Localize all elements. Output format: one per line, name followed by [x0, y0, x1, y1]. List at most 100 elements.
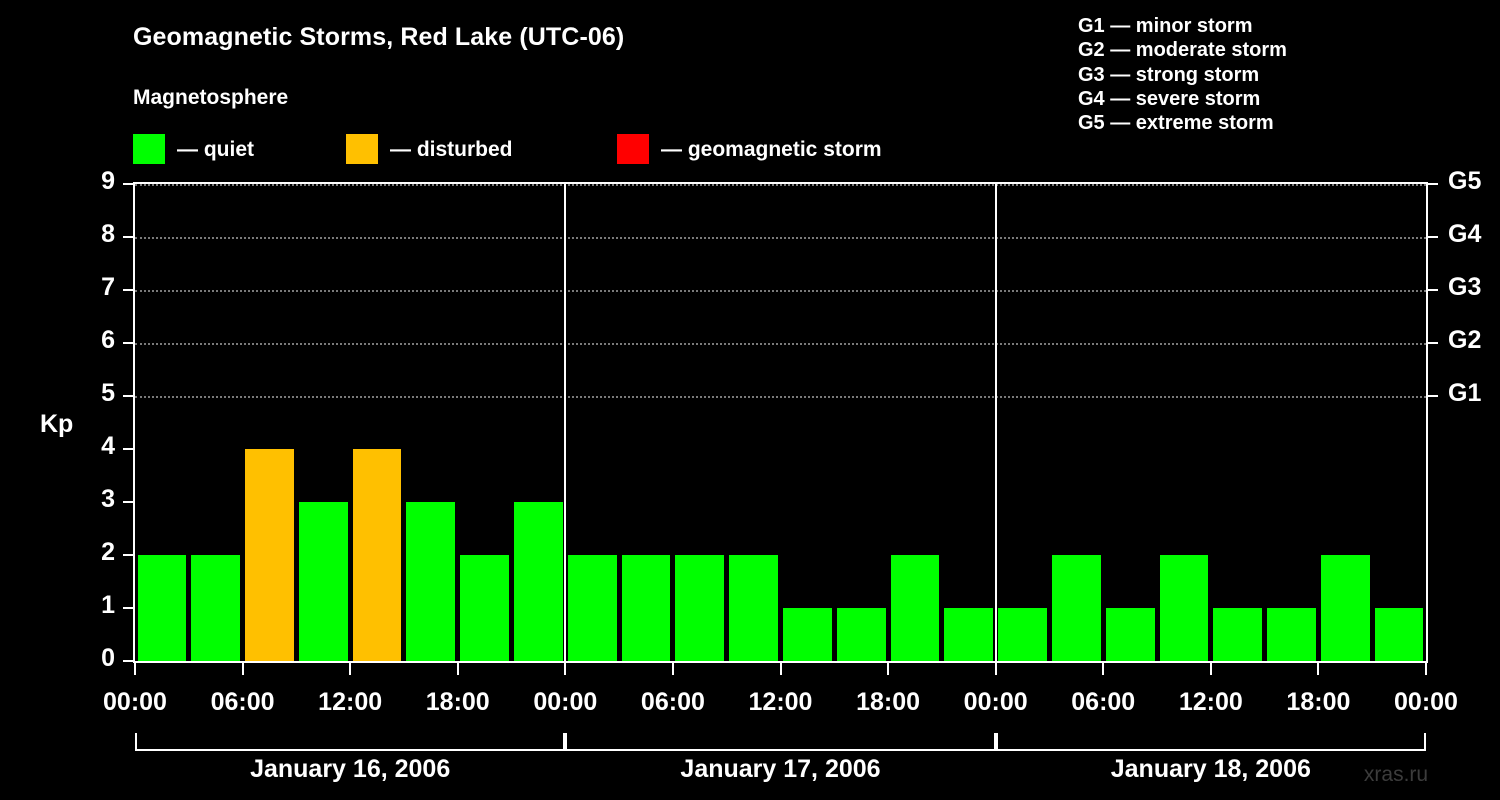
- y-tick-mark: [123, 342, 134, 344]
- kp-bar: [352, 449, 402, 661]
- storm-scale-row: G3 — strong storm: [1078, 63, 1260, 86]
- kp-bar: [1374, 608, 1424, 661]
- y-tick-label: 8: [101, 220, 115, 248]
- g-tick-mark: [1427, 395, 1438, 397]
- y-tick-mark: [123, 236, 134, 238]
- y-tick-label: 9: [101, 167, 115, 195]
- kp-bar: [890, 555, 940, 661]
- x-tick-mark: [456, 663, 459, 675]
- x-tick-mark: [349, 663, 352, 675]
- kp-bar: [514, 502, 563, 661]
- storm-scale-row: G4 — severe storm: [1078, 87, 1261, 110]
- gridline: [135, 290, 1426, 292]
- g-tick-mark: [1427, 236, 1438, 238]
- g-tick-label: G5: [1448, 167, 1482, 195]
- kp-bar: [1105, 608, 1155, 661]
- x-tick-label: 18:00: [856, 688, 921, 716]
- legend-item-label: — quiet: [177, 137, 254, 161]
- watermark: xras.ru: [1363, 763, 1429, 786]
- x-tick-label: 06:00: [210, 688, 275, 716]
- kp-bar: [191, 555, 241, 661]
- x-tick-mark: [671, 663, 674, 675]
- kp-bar: [1320, 555, 1370, 661]
- y-tick-label: 0: [101, 644, 115, 672]
- y-tick-mark: [123, 607, 134, 609]
- page-title: Geomagnetic Storms, Red Lake (UTC-06): [133, 23, 625, 51]
- plot-area: [133, 182, 1428, 663]
- legend-item: — disturbed: [346, 133, 513, 165]
- kp-bar: [675, 555, 725, 661]
- kp-bar: [245, 449, 294, 661]
- kp-bar: [783, 608, 832, 661]
- x-tick-label: 18:00: [1286, 688, 1351, 716]
- y-tick-mark: [123, 501, 134, 503]
- x-tick-label: 18:00: [425, 688, 490, 716]
- g-tick-label: G1: [1448, 379, 1482, 407]
- day-separator: [994, 184, 997, 661]
- date-label: January 16, 2006: [250, 755, 451, 783]
- storm-scale-row: G2 — moderate storm: [1078, 39, 1287, 62]
- g-tick-mark: [1427, 289, 1438, 291]
- kp-bar: [998, 608, 1047, 661]
- x-tick-mark: [1102, 663, 1105, 675]
- gridline: [135, 237, 1426, 239]
- y-tick-label: 2: [101, 538, 115, 566]
- gridline: [135, 396, 1426, 398]
- x-tick-label: 00:00: [963, 688, 1028, 716]
- y-tick-mark: [123, 448, 134, 450]
- y-tick-label: 7: [101, 273, 115, 301]
- gridline: [135, 184, 1426, 186]
- x-tick-label: 12:00: [318, 688, 383, 716]
- x-tick-mark: [134, 663, 136, 675]
- x-tick-mark: [1425, 663, 1427, 675]
- y-tick-mark: [123, 554, 134, 556]
- g-tick-mark: [1427, 183, 1438, 185]
- y-tick-label: 6: [101, 326, 115, 354]
- y-tick-mark: [123, 395, 134, 397]
- g-tick-label: G4: [1448, 220, 1482, 248]
- kp-bar: [621, 555, 671, 661]
- kp-bar: [944, 608, 994, 661]
- kp-bar: [406, 502, 456, 661]
- x-tick-mark: [994, 663, 997, 675]
- y-tick-label: 1: [101, 591, 115, 619]
- kp-bar: [298, 502, 348, 661]
- storm-scale-row: G5 — extreme storm: [1078, 112, 1274, 135]
- y-tick-mark: [123, 289, 134, 291]
- kp-bar: [729, 555, 778, 661]
- kp-bar: [137, 555, 187, 661]
- red-swatch-icon: [617, 134, 649, 164]
- date-bracket: [995, 733, 1426, 751]
- g-tick-label: G2: [1448, 326, 1482, 354]
- kp-bar: [460, 555, 510, 661]
- date-bracket: [135, 733, 566, 751]
- legend-item-label: — geomagnetic storm: [661, 137, 882, 161]
- date-bracket: [565, 733, 996, 751]
- x-tick-mark: [564, 663, 567, 675]
- g-tick-label: G3: [1448, 273, 1482, 301]
- g-tick-mark: [1427, 342, 1438, 344]
- legend-item: — quiet: [133, 133, 254, 165]
- storm-scale-row: G1 — minor storm: [1078, 15, 1253, 37]
- kp-bar: [1213, 608, 1263, 661]
- x-tick-label: 12:00: [748, 688, 813, 716]
- date-label: January 18, 2006: [1110, 755, 1311, 783]
- date-label: January 17, 2006: [680, 755, 881, 783]
- x-tick-label: 00:00: [103, 688, 167, 716]
- legend-item: — geomagnetic storm: [617, 133, 882, 165]
- x-tick-mark: [241, 663, 244, 675]
- x-tick-label: 00:00: [533, 688, 598, 716]
- x-tick-label: 06:00: [640, 688, 705, 716]
- y-axis-title: Kp: [40, 410, 74, 438]
- kp-bar: [836, 608, 886, 661]
- green-swatch-icon: [133, 134, 165, 164]
- x-tick-mark: [1317, 663, 1320, 675]
- x-tick-label: 12:00: [1178, 688, 1243, 716]
- y-tick-mark: [123, 183, 134, 185]
- kp-bar: [1159, 555, 1209, 661]
- x-tick-label: 00:00: [1394, 688, 1458, 716]
- x-tick-mark: [779, 663, 782, 675]
- legend-item-label: — disturbed: [390, 137, 513, 161]
- kp-bar: [1267, 608, 1316, 661]
